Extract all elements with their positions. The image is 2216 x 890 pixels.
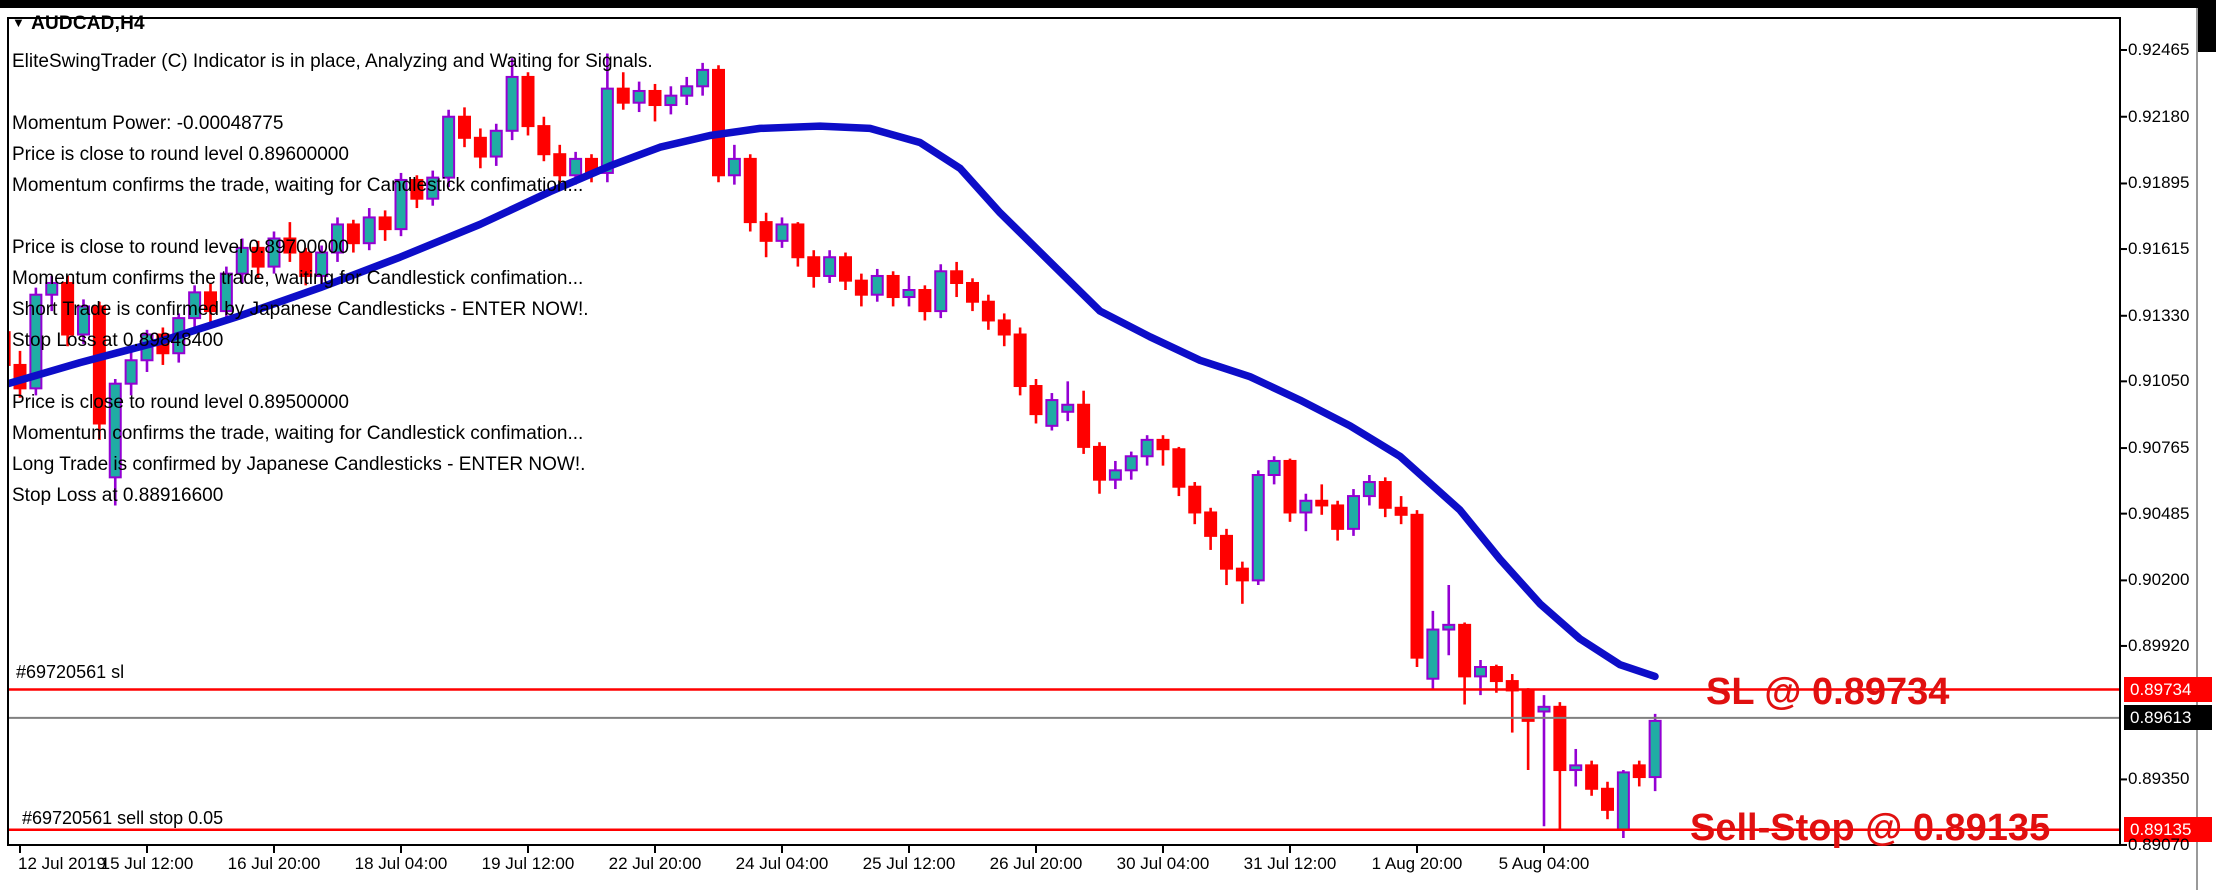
indicator-comment-line [12, 77, 653, 108]
indicator-comment-line: Momentum confirms the trade, waiting for… [12, 423, 584, 444]
time-axis-label: 25 Jul 12:00 [862, 854, 956, 873]
time-axis-label: 16 Jul 20:00 [227, 854, 321, 873]
right-scrollbar-rail[interactable] [2196, 8, 2198, 890]
price-axis-label: 0.90765 [2128, 438, 2190, 458]
indicator-comment-block: EliteSwingTrader (C) Indicator is in pla… [12, 46, 653, 511]
time-axis-label: 19 Jul 12:00 [481, 854, 575, 873]
sl-annotation-text: SL @ 0.89734 [1706, 671, 1950, 713]
indicator-comment-line: Price is close to round level 0.89700000 [12, 237, 349, 258]
time-axis[interactable]: 12 Jul 2019 15 Jul 12:00 16 Jul 20:00 18 Ju… [0, 846, 2216, 890]
indicator-comment-line: EliteSwingTrader (C) Indicator is in pla… [12, 51, 653, 72]
indicator-comment-line: Long Trade is confirmed by Japanese Cand… [12, 454, 586, 475]
symbol-timeframe-text: AUDCAD,H4 [31, 13, 145, 34]
price-axis-label: 0.91615 [2128, 239, 2190, 259]
current-price-badge: 0.89613 [2124, 705, 2212, 731]
window-top-bar [0, 0, 2216, 8]
time-axis-label: 31 Jul 12:00 [1243, 854, 1337, 873]
time-axis-label: 1 Aug 20:00 [1371, 854, 1463, 873]
price-axis-label: 0.92180 [2128, 106, 2190, 126]
price-axis-label: 0.91330 [2128, 305, 2190, 325]
indicator-comment-line: Stop Loss at 0.89848400 [12, 330, 224, 351]
sl-price-badge: 0.89734 [2124, 676, 2212, 702]
indicator-comment-line: Price is close to round level 0.89500000 [12, 392, 349, 413]
price-axis-label: 0.92465 [2128, 40, 2190, 59]
sellstop-order-label[interactable]: #69720561 sell stop 0.05 [22, 808, 224, 828]
scrollbar-corner-block [2198, 0, 2216, 52]
stoploss-order-label[interactable]: #69720561 sl [16, 662, 125, 682]
time-axis-label: 18 Jul 04:00 [354, 854, 448, 873]
indicator-comment-line: Momentum confirms the trade, waiting for… [12, 175, 584, 196]
indicator-comment-line [12, 356, 653, 387]
indicator-comment-line: Momentum confirms the trade, waiting for… [12, 268, 584, 289]
price-axis-label: 0.89350 [2128, 769, 2190, 789]
sellstop-price-badge: 0.89135 [2124, 817, 2212, 843]
price-axis-label: 0.90200 [2128, 570, 2190, 590]
chevron-down-icon: ▼ [12, 15, 26, 30]
indicator-comment-line: Short Trade is confirmed by Japanese Can… [12, 299, 589, 320]
price-axis-label: 0.91050 [2128, 371, 2190, 391]
candles [9, 53, 1662, 838]
time-axis-label: 24 Jul 04:00 [735, 854, 829, 873]
plot-area[interactable] [0, 53, 1662, 838]
moving-average-line [9, 122, 1659, 681]
price-axis-label: 0.89070 [2128, 834, 2190, 854]
price-axis[interactable]: 0.89734 0.89613 0.89135 0.92465 0.92180 0.… [2124, 0, 2216, 890]
time-axis-label: 5 Aug 04:00 [1498, 854, 1590, 873]
plot-border [7, 17, 2121, 846]
time-axis-label: 15 Jul 12:00 [100, 854, 194, 873]
time-axis-label: 22 Jul 20:00 [608, 854, 702, 873]
price-axis-label: 0.90485 [2128, 503, 2190, 523]
indicator-comment-line [12, 201, 653, 232]
indicator-comment-line: Price is close to round level 0.89600000 [12, 144, 349, 165]
time-axis-label: 26 Jul 20:00 [989, 854, 1083, 873]
chart-symbol-label[interactable]: ▼ AUDCAD,H4 [12, 13, 145, 35]
time-axis-label: 30 Jul 04:00 [1116, 854, 1210, 873]
price-axis-label: 0.91895 [2128, 173, 2190, 193]
price-axis-label: 0.89920 [2128, 635, 2190, 655]
sellstop-annotation-text: Sell-Stop @ 0.89135 [1690, 807, 2051, 849]
indicator-comment-line: Momentum Power: -0.00048775 [12, 113, 284, 134]
time-axis-label: 12 Jul 2019 [18, 854, 106, 873]
indicator-comment-line: Stop Loss at 0.88916600 [12, 485, 224, 506]
